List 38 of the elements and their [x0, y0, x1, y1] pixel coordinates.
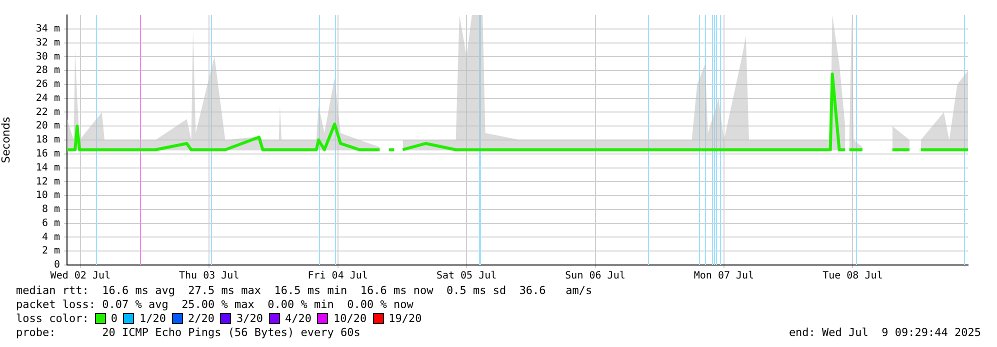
y-tick-label: 24 m — [36, 92, 60, 104]
legend-label: 4/20 — [284, 312, 312, 325]
y-tick-label: 18 m — [36, 134, 60, 146]
legend-label: 3/20 — [236, 312, 263, 325]
x-tick-label: Fri 04 Jul — [308, 270, 368, 282]
y-tick-label: 22 m — [36, 106, 60, 118]
legend-label: 10/20 — [333, 312, 367, 325]
y-tick-label: 32 m — [36, 37, 60, 48]
legend-label: 0 — [110, 312, 118, 325]
text: probe: 20 ICMP Echo Pings (56 Bytes) every 60s — [16, 326, 360, 340]
y-tick-label: 10 m — [36, 190, 60, 202]
legend-label: 2/20 — [188, 312, 214, 325]
text: packet loss: 0.07 % avg 25.00 % max 0.00 % min 0.00 % now — [16, 298, 414, 312]
y-tick-label: 26 m — [36, 79, 60, 90]
x-tick-label: Sat 05 Jul — [436, 270, 497, 282]
y-tick-label: 30 m — [36, 51, 60, 62]
y-tick-label: 8 m — [42, 204, 60, 216]
y-tick-label: 6 m — [42, 218, 60, 229]
y-tick-label: 14 m — [36, 162, 60, 174]
y-tick-label: 4 m — [42, 232, 60, 243]
y-tick-label: 12 m — [36, 176, 60, 188]
legend-title: loss color: — [16, 312, 89, 325]
legend-label: 19/20 — [388, 312, 422, 325]
x-tick-label: Wed 02 Jul — [50, 270, 111, 282]
y-tick-label: 0 — [54, 260, 60, 271]
y-tick-label: 28 m — [36, 65, 60, 76]
x-tick-label: Tue 08 Jul — [822, 270, 883, 282]
text: median rtt: 16.6 ms avg 27.5 ms max 16.5 ms min 16.6 ms now 0.5 ms sd 36.6 am/s — [16, 284, 592, 298]
legend-label: 1/20 — [139, 312, 166, 325]
y-tick-label: 16 m — [36, 148, 60, 160]
y-axis-title: Seconds — [0, 116, 12, 164]
y-tick-label: 20 m — [36, 120, 60, 132]
y-tick-label: 2 m — [42, 246, 60, 257]
y-tick-label: 34 m — [36, 23, 60, 34]
x-tick-label: Thu 03 Jul — [179, 270, 240, 282]
x-tick-label: Sun 06 Jul — [565, 270, 626, 282]
text: end: Wed Jul 9 09:29:44 2025 — [788, 326, 981, 340]
x-tick-label: Mon 07 Jul — [694, 270, 754, 282]
